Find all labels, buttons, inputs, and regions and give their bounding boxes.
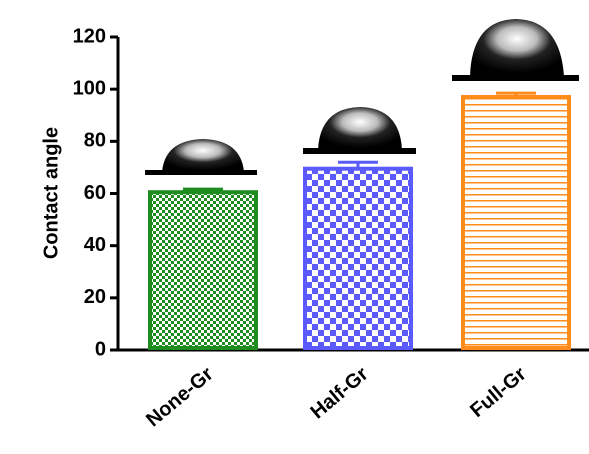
chart: Contact angle 0 20 40 60 80 100 120 None-Gr Half… [0, 0, 589, 454]
x-tick-label: Half-Gr [307, 363, 373, 424]
y-tick-label: 80 [84, 130, 106, 152]
y-tick-label: 40 [84, 234, 106, 256]
y-tick-label: 0 [95, 338, 106, 360]
bar [150, 192, 256, 348]
y-tick-label: 120 [73, 25, 106, 47]
y-axis-label: Contact angle [40, 127, 62, 259]
bar [463, 97, 569, 348]
y-tick-label: 60 [84, 182, 106, 204]
y-tick-label: 20 [84, 286, 106, 308]
bar [305, 169, 411, 348]
x-tick-label: Full-Gr [466, 363, 531, 422]
y-tick-label: 100 [73, 77, 106, 99]
x-tick-label: None-Gr [142, 363, 218, 431]
